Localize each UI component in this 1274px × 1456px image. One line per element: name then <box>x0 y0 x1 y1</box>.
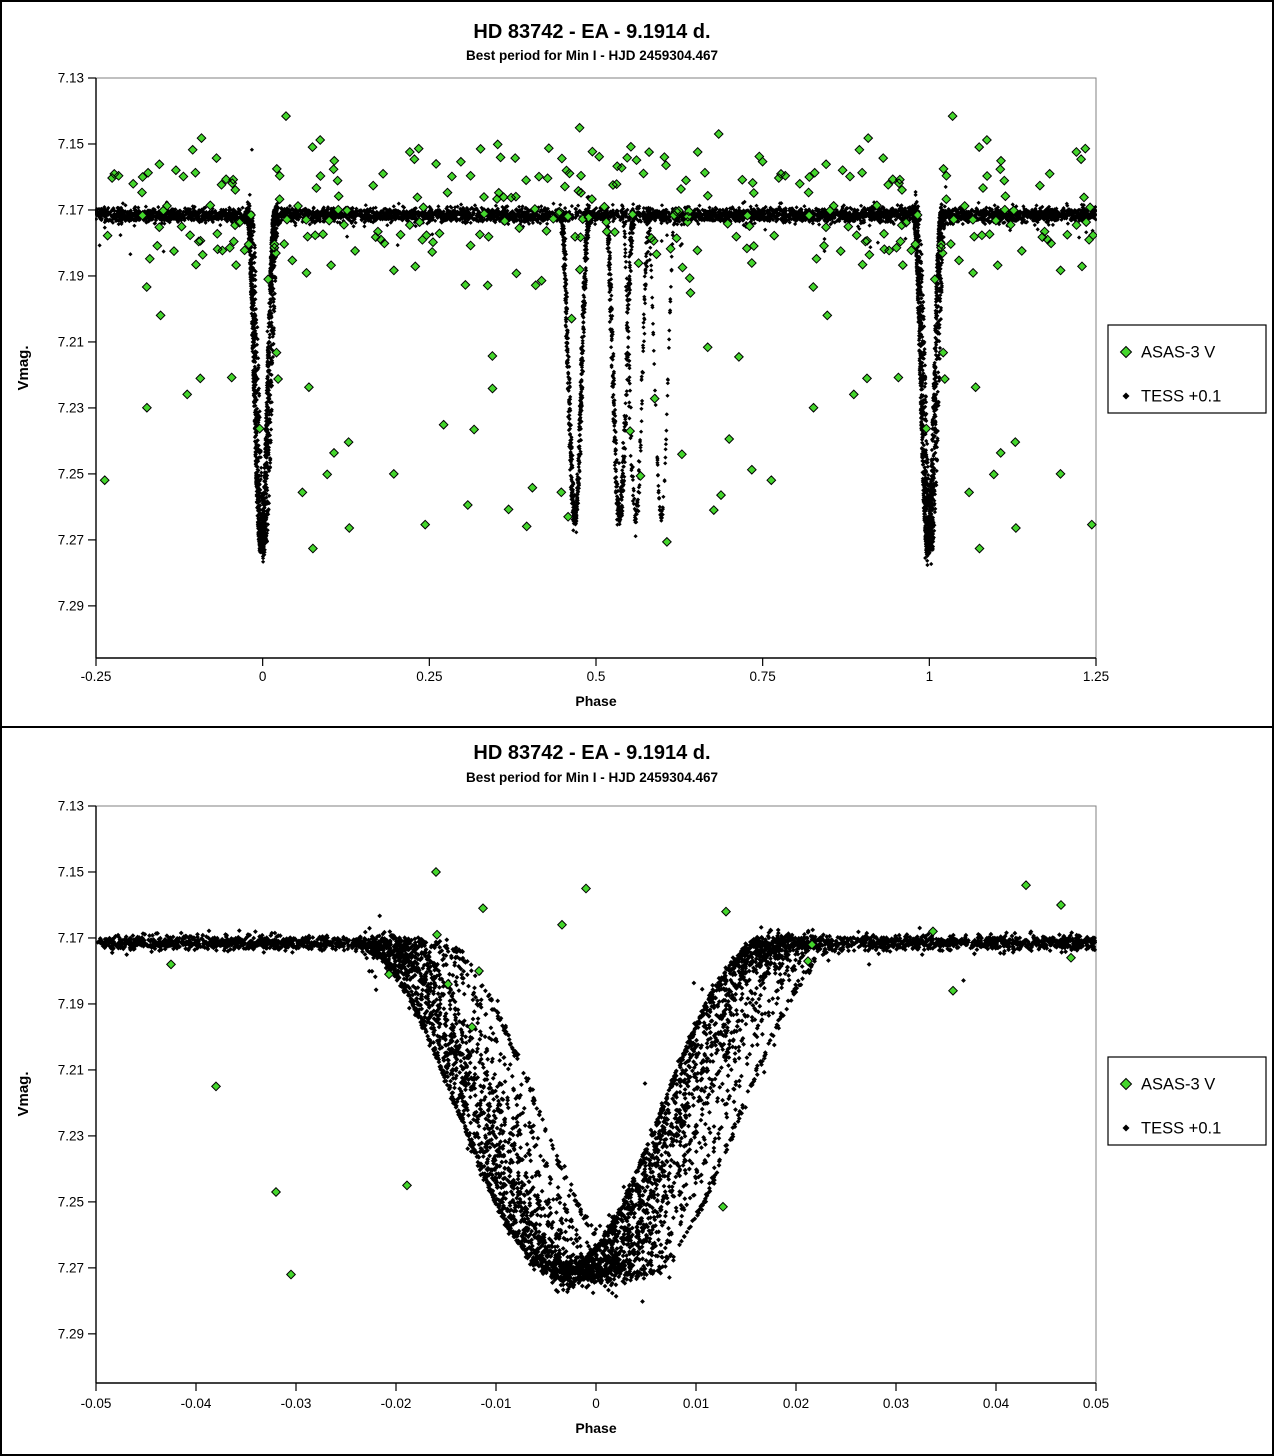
chart-title: HD 83742 - EA - 9.1914 d. <box>473 742 710 764</box>
x-tick-label: 0.02 <box>783 1396 809 1411</box>
y-tick-label: 7.29 <box>58 598 84 613</box>
legend: ASAS-3 V TESS +0.1 <box>1107 324 1267 414</box>
asas-scatter <box>99 111 1097 554</box>
plot-area: -0.05 -0.04 -0.03 -0.02 -0.01 0 0.01 0.02 0.03 0.… <box>58 799 1109 1412</box>
chart-subtitle: Best period for Min I - HJD 2459304.467 <box>466 770 718 785</box>
y-tick-label: 7.15 <box>58 864 84 879</box>
asas-marker-icon <box>1119 345 1133 359</box>
x-tick-label: 0.03 <box>883 1396 909 1411</box>
x-axis-label: Phase <box>575 1420 616 1436</box>
x-tick-label: 1.25 <box>1083 669 1109 684</box>
x-tick-label: 0.05 <box>1083 1396 1109 1411</box>
y-axis-label: Vmag. <box>15 1071 32 1116</box>
scatter-layer <box>95 111 1097 568</box>
plot-area: -0.25 0 0.25 0.5 0.75 1 1.25 7.13 7.15 7.17 7.19 7.… <box>58 71 1109 685</box>
x-tick-label: 0.5 <box>587 669 606 684</box>
x-tick-label: -0.03 <box>281 1396 312 1411</box>
x-tick-label: 0.25 <box>416 669 442 684</box>
y-tick-label: 7.13 <box>58 799 84 814</box>
x-tick-label: -0.02 <box>381 1396 412 1411</box>
tess-scatter <box>95 147 1097 568</box>
y-tick-label: 7.13 <box>58 71 84 86</box>
y-tick-label: 7.17 <box>58 930 84 945</box>
x-tick-label: 0.04 <box>983 1396 1010 1411</box>
x-axis-label: Phase <box>575 693 616 709</box>
y-tick-label: 7.27 <box>58 1260 84 1275</box>
chart-subtitle: Best period for Min I - HJD 2459304.467 <box>466 48 718 63</box>
x-tick-label: -0.04 <box>181 1396 212 1411</box>
x-tick-label: -0.25 <box>81 669 112 684</box>
legend-box <box>1107 324 1267 414</box>
x-tick-label: -0.01 <box>481 1396 512 1411</box>
y-tick-label: 7.25 <box>58 466 84 481</box>
y-tick-label: 7.23 <box>58 1128 84 1143</box>
legend-label-asas: ASAS-3 V <box>1141 344 1215 362</box>
y-tick-label: 7.19 <box>58 996 84 1011</box>
legend-label-asas: ASAS-3 V <box>1141 1076 1215 1094</box>
plot-border <box>95 805 1097 1384</box>
scatter-layer <box>95 866 1097 1304</box>
full-phase-chart: HD 83742 - EA - 9.1914 d. Best period fo… <box>15 21 1267 709</box>
tess-marker-icon <box>1122 392 1130 400</box>
x-tick-label: -0.05 <box>81 1396 112 1411</box>
x-tick-label: 1 <box>926 669 934 684</box>
x-tick-label: 0.75 <box>750 669 776 684</box>
y-tick-label: 7.21 <box>58 334 84 349</box>
primary-minimum-chart: HD 83742 - EA - 9.1914 d. Best period fo… <box>15 742 1267 1436</box>
y-tick-label: 7.23 <box>58 400 84 415</box>
y-tick-label: 7.21 <box>58 1062 84 1077</box>
primary-minimum-panel: HD 83742 - EA - 9.1914 d. Best period fo… <box>0 728 1274 1456</box>
asas-scatter <box>165 866 1077 1280</box>
y-tick-label: 7.15 <box>58 136 84 151</box>
x-tick-label: 0 <box>592 1396 600 1411</box>
tess-scatter <box>95 913 1097 1304</box>
chart-title: HD 83742 - EA - 9.1914 d. <box>473 21 710 43</box>
full-phase-panel: HD 83742 - EA - 9.1914 d. Best period fo… <box>0 0 1274 728</box>
y-tick-label: 7.27 <box>58 532 84 547</box>
y-tick-label: 7.29 <box>58 1326 84 1341</box>
x-tick-label: 0 <box>259 669 267 684</box>
legend-label-tess: TESS +0.1 <box>1141 388 1221 406</box>
tess-marker-icon <box>1122 1124 1130 1132</box>
y-tick-label: 7.25 <box>58 1194 84 1209</box>
asas-marker-icon <box>1119 1077 1133 1091</box>
x-tick-label: 0.01 <box>683 1396 709 1411</box>
y-axis-label: Vmag. <box>15 345 32 390</box>
legend: ASAS-3 V TESS +0.1 <box>1107 1056 1267 1146</box>
plot-border <box>95 77 1097 659</box>
y-tick-label: 7.17 <box>58 202 84 217</box>
y-tick-label: 7.19 <box>58 268 84 283</box>
legend-box <box>1107 1056 1267 1146</box>
legend-label-tess: TESS +0.1 <box>1141 1120 1221 1138</box>
